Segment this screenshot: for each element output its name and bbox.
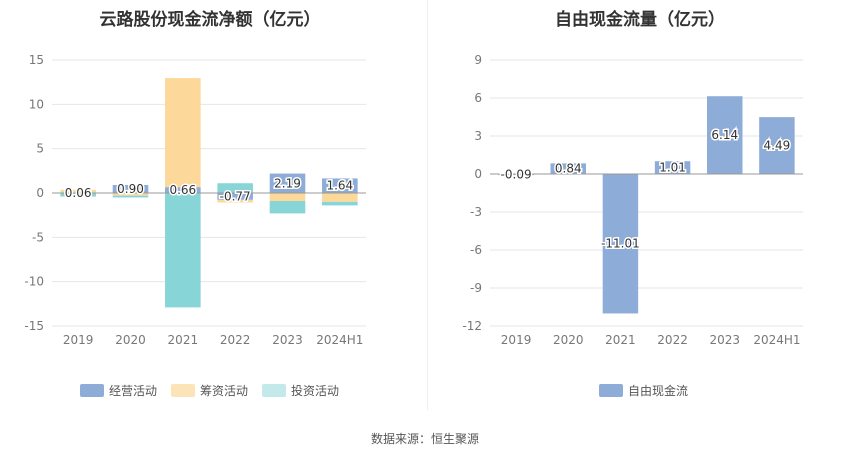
left-x-tick-label: 2020 — [115, 333, 146, 347]
right-bar-primary — [498, 174, 534, 176]
left-data-label: 0.66 — [169, 183, 196, 197]
right-data-label: 6.14 — [711, 128, 738, 142]
legend-label-free-cashflow: 自由现金流 — [628, 384, 689, 398]
right-chart-title: 自由现金流量（亿元） — [555, 10, 725, 30]
left-bar-series-1 — [269, 193, 306, 201]
right-y-tick-label: -9 — [470, 281, 482, 295]
right-y-tick-label: 0 — [474, 167, 482, 181]
right-y-tick-label: 6 — [474, 91, 482, 105]
legend-label-investing: 投资活动 — [291, 384, 340, 398]
left-x-tick-label: 2019 — [63, 333, 94, 347]
left-x-tick-label: 2024H1 — [316, 333, 363, 347]
right-y-tick-label: -6 — [470, 243, 482, 257]
right-bar-primary — [654, 161, 691, 174]
right-x-tick-label: 2023 — [709, 333, 740, 347]
left-data-label: 2.19 — [274, 176, 301, 190]
right-bar-primary — [707, 96, 743, 174]
right-y-tick-label: 9 — [474, 53, 482, 67]
left-data-label: 1.64 — [326, 179, 353, 193]
legend-item-investing[interactable]: 投资活动 — [262, 382, 339, 399]
right-x-tick-label: 2024H1 — [753, 333, 800, 347]
left-data-label: 0.06 — [65, 186, 92, 200]
right-x-tick-label: 2019 — [501, 333, 532, 347]
right-bar-primary — [602, 174, 639, 314]
left-data-label: 0.90 — [117, 182, 144, 196]
left-bar-series-2 — [165, 193, 201, 308]
left-chart-legend: 经营活动 筹资活动 投资活动 — [80, 382, 339, 399]
left-bar-series-1 — [217, 199, 253, 203]
chart-divider — [427, 0, 428, 410]
legend-swatch-investing — [262, 384, 287, 397]
right-y-tick-label: -12 — [462, 319, 482, 333]
legend-label-operating: 经营活动 — [109, 384, 158, 398]
legend-swatch-free-cashflow — [599, 384, 623, 397]
left-y-tick-label: 15 — [29, 53, 44, 67]
left-x-tick-label: 2023 — [272, 333, 303, 347]
left-bar-series-2 — [60, 193, 96, 197]
right-chart-legend: 自由现金流 — [599, 382, 688, 399]
right-data-label: 4.49 — [764, 139, 791, 153]
left-bar-primary — [217, 193, 253, 200]
left-bar-primary — [269, 173, 306, 193]
left-bar-series-2 — [322, 201, 358, 206]
left-bar-series-2 — [112, 195, 149, 198]
left-bar-primary — [322, 178, 358, 193]
left-y-tick-label: 0 — [36, 186, 44, 200]
right-bar-primary — [550, 163, 586, 174]
legend-label-financing: 筹资活动 — [200, 384, 249, 398]
right-x-tick-label: 2020 — [553, 333, 584, 347]
legend-swatch-operating — [80, 384, 104, 397]
right-x-tick-label: 2022 — [657, 333, 688, 347]
data-source-note: 数据来源：恒生聚源 — [370, 432, 479, 446]
left-bar-series-1 — [322, 193, 358, 202]
legend-item-free-cashflow[interactable]: 自由现金流 — [599, 382, 688, 399]
right-y-tick-label: 3 — [474, 129, 482, 143]
right-data-label: -0.09 — [501, 168, 532, 182]
right-x-tick-label: 2021 — [605, 333, 636, 347]
right-bar-primary — [759, 117, 795, 174]
left-bar-series-2 — [217, 183, 253, 193]
right-y-tick-label: -3 — [470, 205, 482, 219]
legend-item-operating[interactable]: 经营活动 — [80, 382, 157, 399]
left-x-tick-label: 2022 — [220, 333, 251, 347]
left-y-tick-label: 5 — [36, 142, 44, 156]
left-y-tick-label: -15 — [24, 319, 44, 333]
right-data-label: -11.01 — [601, 237, 640, 251]
legend-swatch-financing — [171, 384, 196, 397]
right-data-label: 0.84 — [555, 162, 582, 176]
legend-item-financing[interactable]: 筹资活动 — [171, 382, 248, 399]
left-bar-series-1 — [112, 193, 149, 196]
left-y-tick-label: -5 — [32, 230, 44, 244]
left-chart-title: 云路股份现金流净额（亿元） — [99, 10, 321, 30]
left-y-tick-label: -10 — [24, 275, 44, 289]
left-bar-primary — [165, 187, 201, 193]
left-bar-series-1 — [60, 189, 96, 193]
left-data-label: -0.77 — [220, 189, 251, 203]
left-y-tick-label: 10 — [29, 97, 44, 111]
left-bar-primary — [112, 185, 149, 193]
left-bar-series-2 — [269, 200, 306, 214]
left-x-tick-label: 2021 — [168, 333, 199, 347]
right-data-label: 1.01 — [659, 161, 686, 175]
left-bar-series-1 — [165, 78, 201, 188]
